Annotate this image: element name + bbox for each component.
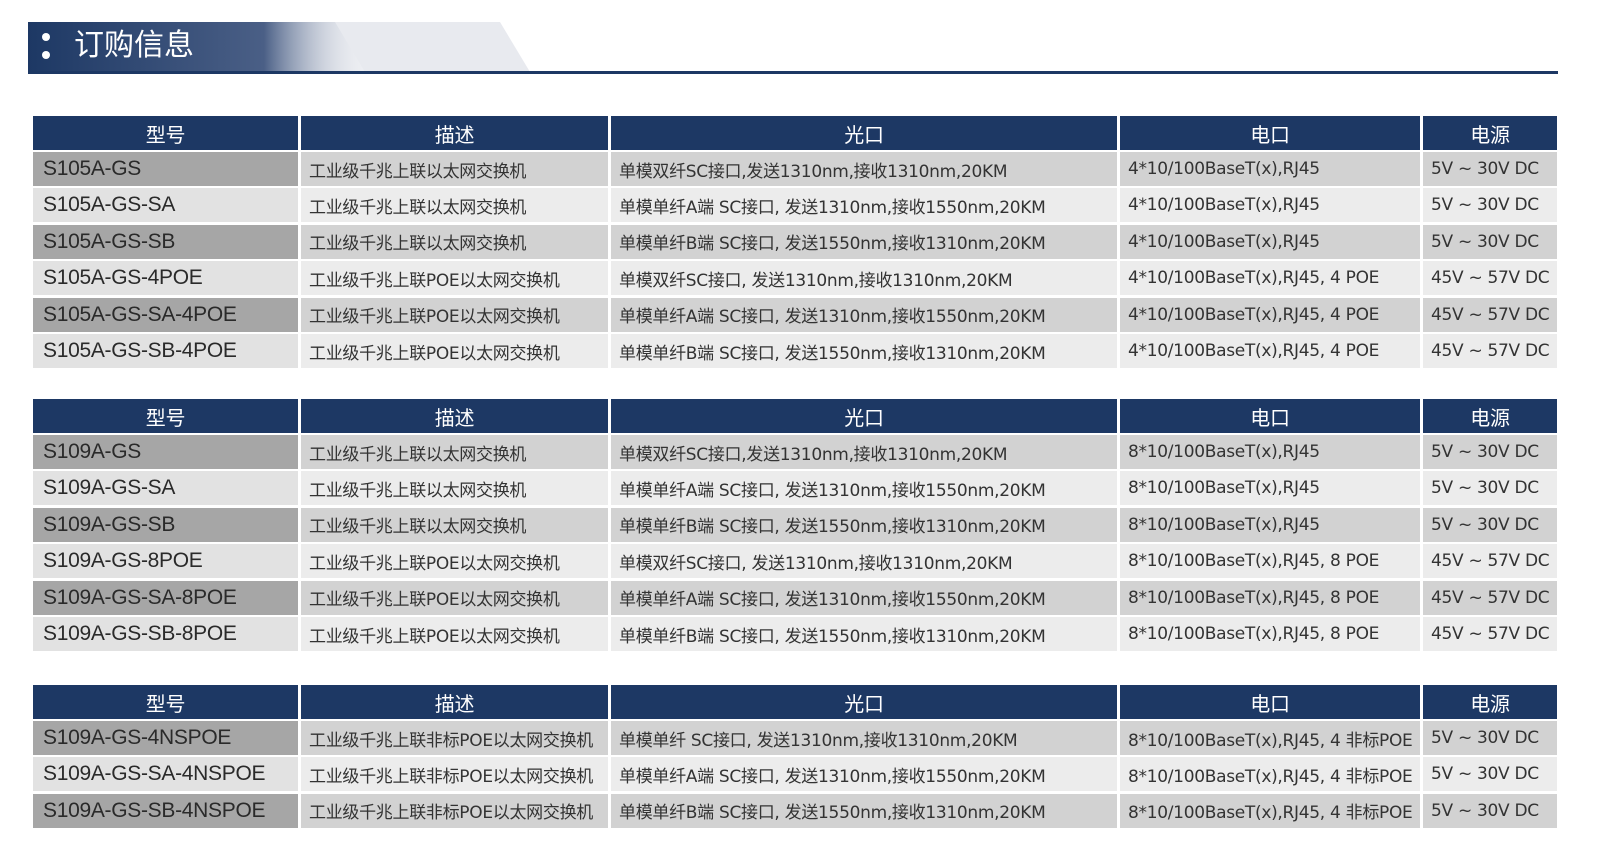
table-cell: 8*10/100BaseT(x),RJ45 xyxy=(1120,435,1420,469)
column-header: 描述 xyxy=(301,399,608,433)
table-cell: 工业级千兆上联POE以太网交换机 xyxy=(301,617,608,651)
table-cell: 工业级千兆上联POE以太网交换机 xyxy=(301,580,608,615)
model-cell: S109A-GS-8POE xyxy=(33,544,298,579)
table-cell: 8*10/100BaseT(x),RJ45, 4 非标POE xyxy=(1120,721,1420,755)
model-cell: S105A-GS-SA-4POE xyxy=(33,297,298,332)
table-cell: 4*10/100BaseT(x),RJ45 xyxy=(1120,224,1420,259)
table-cell: 8*10/100BaseT(x),RJ45, 8 POE xyxy=(1120,617,1420,651)
table-cell: 单模单纤A端 SC接口, 发送1310nm,接收1550nm,20KM xyxy=(611,297,1117,332)
model-cell: S109A-GS-4NSPOE xyxy=(33,721,298,755)
table-cell: 5V ~ 30V DC xyxy=(1423,757,1557,792)
table-cell: 5V ~ 30V DC xyxy=(1423,152,1557,186)
table-cell: 5V ~ 30V DC xyxy=(1423,507,1557,542)
table-cell: 8*10/100BaseT(x),RJ45 xyxy=(1120,471,1420,506)
model-cell: S105A-GS-SB-4POE xyxy=(33,334,298,368)
table-cell: 工业级千兆上联以太网交换机 xyxy=(301,224,608,259)
table-cell: 工业级千兆上联非标POE以太网交换机 xyxy=(301,793,608,828)
model-cell: S109A-GS-SA-4NSPOE xyxy=(33,757,298,792)
page-title: 订购信息 xyxy=(74,28,194,63)
table-cell: 工业级千兆上联POE以太网交换机 xyxy=(301,544,608,579)
column-header: 型号 xyxy=(33,116,298,150)
table-cell: 45V ~ 57V DC xyxy=(1423,261,1557,296)
table-cell: 单模单纤B端 SC接口, 发送1550nm,接收1310nm,20KM xyxy=(611,617,1117,651)
model-cell: S109A-GS-SB-4NSPOE xyxy=(33,793,298,828)
table-cell: 单模单纤A端 SC接口, 发送1310nm,接收1550nm,20KM xyxy=(611,188,1117,223)
table-cell: 4*10/100BaseT(x),RJ45, 4 POE xyxy=(1120,334,1420,368)
table-cell: 单模单纤A端 SC接口, 发送1310nm,接收1550nm,20KM xyxy=(611,757,1117,792)
table-cell: 8*10/100BaseT(x),RJ45, 8 POE xyxy=(1120,580,1420,615)
model-cell: S105A-GS-4POE xyxy=(33,261,298,296)
column-header: 描述 xyxy=(301,116,608,150)
model-cell: S105A-GS-SB xyxy=(33,224,298,259)
table-cell: 单模单纤B端 SC接口, 发送1550nm,接收1310nm,20KM xyxy=(611,793,1117,828)
table-cell: 45V ~ 57V DC xyxy=(1423,580,1557,615)
model-cell: S105A-GS-SA xyxy=(33,188,298,223)
table-cell: 4*10/100BaseT(x),RJ45, 4 POE xyxy=(1120,297,1420,332)
table-cell: 45V ~ 57V DC xyxy=(1423,297,1557,332)
column-header: 光口 xyxy=(611,685,1117,719)
table-cell: 工业级千兆上联POE以太网交换机 xyxy=(301,297,608,332)
dot xyxy=(42,33,50,41)
table-cell: 工业级千兆上联以太网交换机 xyxy=(301,435,608,469)
table-cell: 45V ~ 57V DC xyxy=(1423,544,1557,579)
table-cell: 4*10/100BaseT(x),RJ45 xyxy=(1120,188,1420,223)
table-cell: 4*10/100BaseT(x),RJ45, 4 POE xyxy=(1120,261,1420,296)
column-header: 型号 xyxy=(33,399,298,433)
model-cell: S105A-GS xyxy=(33,152,298,186)
table-cell: 工业级千兆上联以太网交换机 xyxy=(301,471,608,506)
table-cell: 工业级千兆上联以太网交换机 xyxy=(301,507,608,542)
table-cell: 单模单纤A端 SC接口, 发送1310nm,接收1550nm,20KM xyxy=(611,471,1117,506)
column-header: 电口 xyxy=(1120,685,1420,719)
table-cell: 5V ~ 30V DC xyxy=(1423,793,1557,828)
table-cell: 单模单纤A端 SC接口, 发送1310nm,接收1550nm,20KM xyxy=(611,580,1117,615)
column-header: 电口 xyxy=(1120,399,1420,433)
column-header: 电源 xyxy=(1423,399,1557,433)
table-cell: 单模双纤SC接口,发送1310nm,接收1310nm,20KM xyxy=(611,435,1117,469)
table-cell: 工业级千兆上联非标POE以太网交换机 xyxy=(301,757,608,792)
table-cell: 8*10/100BaseT(x),RJ45 xyxy=(1120,507,1420,542)
table-cell: 单模单纤 SC接口, 发送1310nm,接收1310nm,20KM xyxy=(611,721,1117,755)
column-header: 光口 xyxy=(611,116,1117,150)
table-cell: 单模双纤SC接口,发送1310nm,接收1310nm,20KM xyxy=(611,152,1117,186)
model-cell: S109A-GS xyxy=(33,435,298,469)
table-cell: 8*10/100BaseT(x),RJ45, 8 POE xyxy=(1120,544,1420,579)
table-cell: 单模单纤B端 SC接口, 发送1550nm,接收1310nm,20KM xyxy=(611,507,1117,542)
banner xyxy=(28,22,1558,74)
table-cell: 工业级千兆上联非标POE以太网交换机 xyxy=(301,721,608,755)
table-cell: 45V ~ 57V DC xyxy=(1423,617,1557,651)
model-cell: S109A-GS-SB xyxy=(33,507,298,542)
table-cell: 单模单纤B端 SC接口, 发送1550nm,接收1310nm,20KM xyxy=(611,224,1117,259)
table-cell: 单模双纤SC接口, 发送1310nm,接收1310nm,20KM xyxy=(611,261,1117,296)
model-cell: S109A-GS-SB-8POE xyxy=(33,617,298,651)
column-header: 描述 xyxy=(301,685,608,719)
table-cell: 单模单纤B端 SC接口, 发送1550nm,接收1310nm,20KM xyxy=(611,334,1117,368)
table-cell: 5V ~ 30V DC xyxy=(1423,435,1557,469)
table-cell: 工业级千兆上联以太网交换机 xyxy=(301,188,608,223)
banner-shape xyxy=(28,22,365,72)
column-header: 型号 xyxy=(33,685,298,719)
table-cell: 单模双纤SC接口, 发送1310nm,接收1310nm,20KM xyxy=(611,544,1117,579)
dot xyxy=(42,51,50,59)
column-header: 电口 xyxy=(1120,116,1420,150)
column-header: 电源 xyxy=(1423,116,1557,150)
model-cell: S109A-GS-SA-8POE xyxy=(33,580,298,615)
table-cell: 5V ~ 30V DC xyxy=(1423,224,1557,259)
banner-line xyxy=(28,71,1558,74)
column-header: 光口 xyxy=(611,399,1117,433)
table-cell: 5V ~ 30V DC xyxy=(1423,188,1557,223)
table-cell: 4*10/100BaseT(x),RJ45 xyxy=(1120,152,1420,186)
table-cell: 45V ~ 57V DC xyxy=(1423,334,1557,368)
table-cell: 工业级千兆上联POE以太网交换机 xyxy=(301,334,608,368)
table-cell: 工业级千兆上联POE以太网交换机 xyxy=(301,261,608,296)
table-cell: 5V ~ 30V DC xyxy=(1423,471,1557,506)
table-cell: 8*10/100BaseT(x),RJ45, 4 非标POE xyxy=(1120,757,1420,792)
table-cell: 工业级千兆上联以太网交换机 xyxy=(301,152,608,186)
model-cell: S109A-GS-SA xyxy=(33,471,298,506)
column-header: 电源 xyxy=(1423,685,1557,719)
table-cell: 5V ~ 30V DC xyxy=(1423,721,1557,755)
table-cell: 8*10/100BaseT(x),RJ45, 4 非标POE xyxy=(1120,793,1420,828)
